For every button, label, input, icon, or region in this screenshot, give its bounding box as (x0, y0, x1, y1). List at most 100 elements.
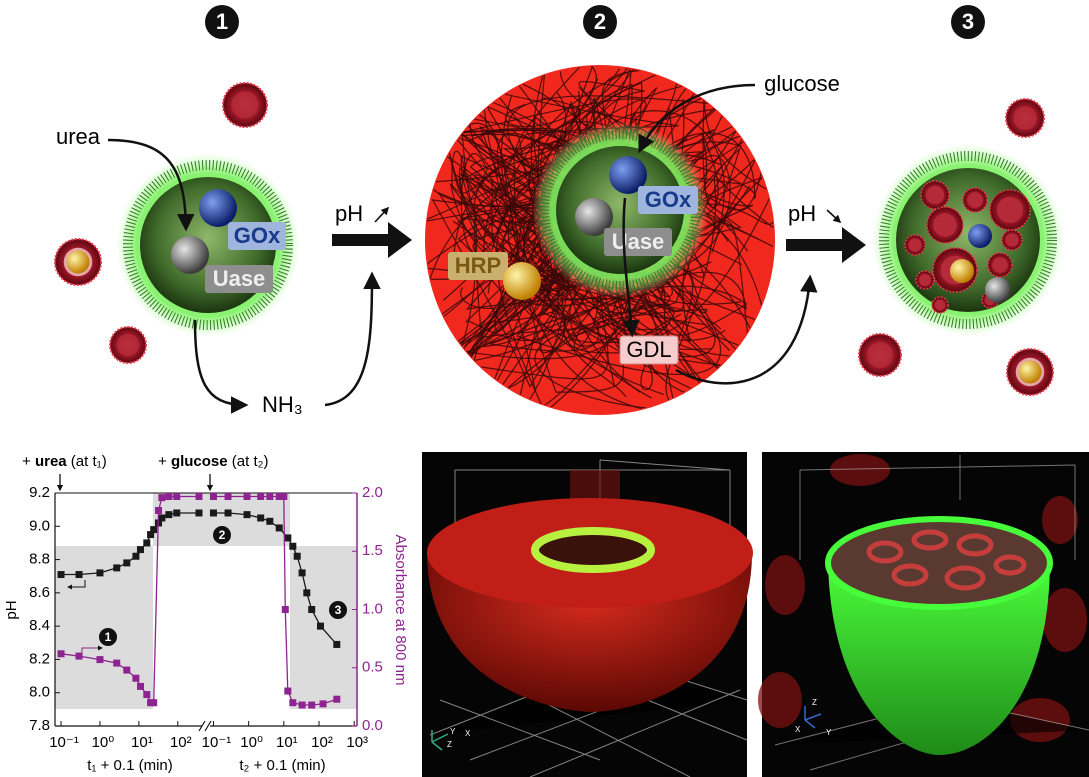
data-point (289, 542, 297, 550)
data-point (224, 492, 232, 500)
data-point (173, 509, 181, 517)
region-badge (99, 628, 117, 646)
data-point (308, 701, 316, 709)
cell-sphere (66, 250, 90, 274)
data-point (57, 650, 65, 658)
annotation-part: glucose (171, 453, 228, 470)
data-point (147, 531, 155, 539)
data-point (113, 564, 121, 572)
data-point (158, 514, 166, 522)
data-point (150, 699, 158, 707)
inner-cell-core (967, 192, 983, 208)
data-point (289, 699, 297, 707)
y-tick-label: 8.8 (29, 551, 50, 568)
data-point (266, 517, 274, 525)
ph-label: pH (335, 201, 363, 226)
inner-cell-core (908, 238, 922, 252)
data-point (96, 656, 104, 664)
y2-tick-label: 0.5 (362, 659, 383, 676)
x-tick-label: 10⁰ (92, 734, 115, 751)
inner-cell-core (997, 197, 1023, 223)
data-point (123, 666, 131, 674)
step-badges: 1 2 3 (205, 5, 985, 39)
data-point (173, 492, 181, 500)
data-point (243, 492, 251, 500)
urea-label: urea (56, 124, 101, 149)
data-point (165, 511, 173, 519)
sphere (985, 277, 1011, 303)
inner-cell-core (934, 299, 946, 311)
polymer-chain (430, 153, 774, 398)
x-tick-label: 10³ (346, 734, 368, 751)
data-point (96, 569, 104, 577)
data-point (143, 539, 151, 547)
y-tick-label: 8.6 (29, 584, 50, 601)
data-point (165, 492, 173, 500)
ph-down-arrow (826, 209, 842, 224)
data-point (275, 524, 283, 532)
data-point (113, 659, 121, 667)
data-point (136, 546, 144, 554)
data-point (280, 492, 288, 500)
data-point (75, 571, 83, 579)
data-point (303, 589, 311, 597)
region-label: 3 (335, 603, 342, 617)
arrow (638, 83, 756, 154)
chart: 10⁻¹ 10⁰ 10¹ 10² t₁ + 0.1 (min) 7.8 8.0 8.2 8.4 8… (3, 453, 409, 774)
vesicle-1 (116, 153, 300, 337)
x-tick-label: 10² (170, 734, 192, 751)
data-point (209, 509, 217, 517)
ph-up-arrow (374, 206, 390, 223)
y-tick-label: 9.2 (29, 484, 50, 501)
step-label: 3 (962, 9, 974, 34)
data-point (308, 606, 316, 613)
data-point (257, 492, 265, 500)
inner-cell-core (919, 274, 931, 286)
data-point (158, 494, 166, 502)
data-point (195, 509, 203, 517)
data-point (143, 691, 151, 699)
y-tick-label: 9.0 (29, 517, 50, 534)
cell-core (116, 333, 140, 357)
badge (951, 5, 985, 39)
polymer-chain (457, 82, 747, 349)
region-label: 2 (219, 528, 226, 542)
x-tick-label: 10⁻¹ (202, 734, 232, 751)
microscopy-2 (758, 452, 1089, 777)
data-point (132, 552, 140, 560)
red-cells (54, 82, 1054, 396)
y2-axis-label: Absorbance at 800 nm (392, 535, 409, 686)
step-label: 2 (594, 9, 606, 34)
data-point (284, 687, 292, 695)
data-point (319, 700, 327, 708)
data-point (266, 492, 274, 500)
cell-core (866, 341, 894, 369)
vesicle-3 (872, 144, 1064, 336)
data-point (136, 682, 144, 690)
annotation-part: + (22, 453, 35, 470)
arrow (675, 274, 818, 385)
axis-letter: X (465, 729, 471, 738)
phase-region (55, 546, 153, 709)
gox-label: GOx (234, 223, 281, 248)
data-point (333, 695, 341, 703)
ph-label: pH (788, 201, 816, 226)
x-axis-label: t₂ + 0.1 (min) (239, 757, 325, 774)
x-tick-label: 10⁻¹ (49, 734, 79, 751)
inner-cell-core (1005, 233, 1019, 247)
x-tick-label: 10¹ (131, 734, 153, 751)
data-point (298, 701, 306, 709)
inner-cell-core (925, 185, 945, 205)
y2-tick-label: 0.0 (362, 717, 383, 734)
arrow (622, 197, 640, 338)
annotation-part: (at t₂) (228, 453, 269, 470)
hrp-label: HRP (455, 253, 501, 278)
region-badge (329, 601, 347, 619)
region-label: 1 (105, 630, 112, 644)
inner-cell-core (992, 257, 1008, 273)
axis-letter: X (795, 725, 801, 734)
glucose-label: glucose (764, 71, 840, 96)
data-point (284, 534, 292, 542)
annotation: + glucose (at t₂) (158, 453, 268, 470)
